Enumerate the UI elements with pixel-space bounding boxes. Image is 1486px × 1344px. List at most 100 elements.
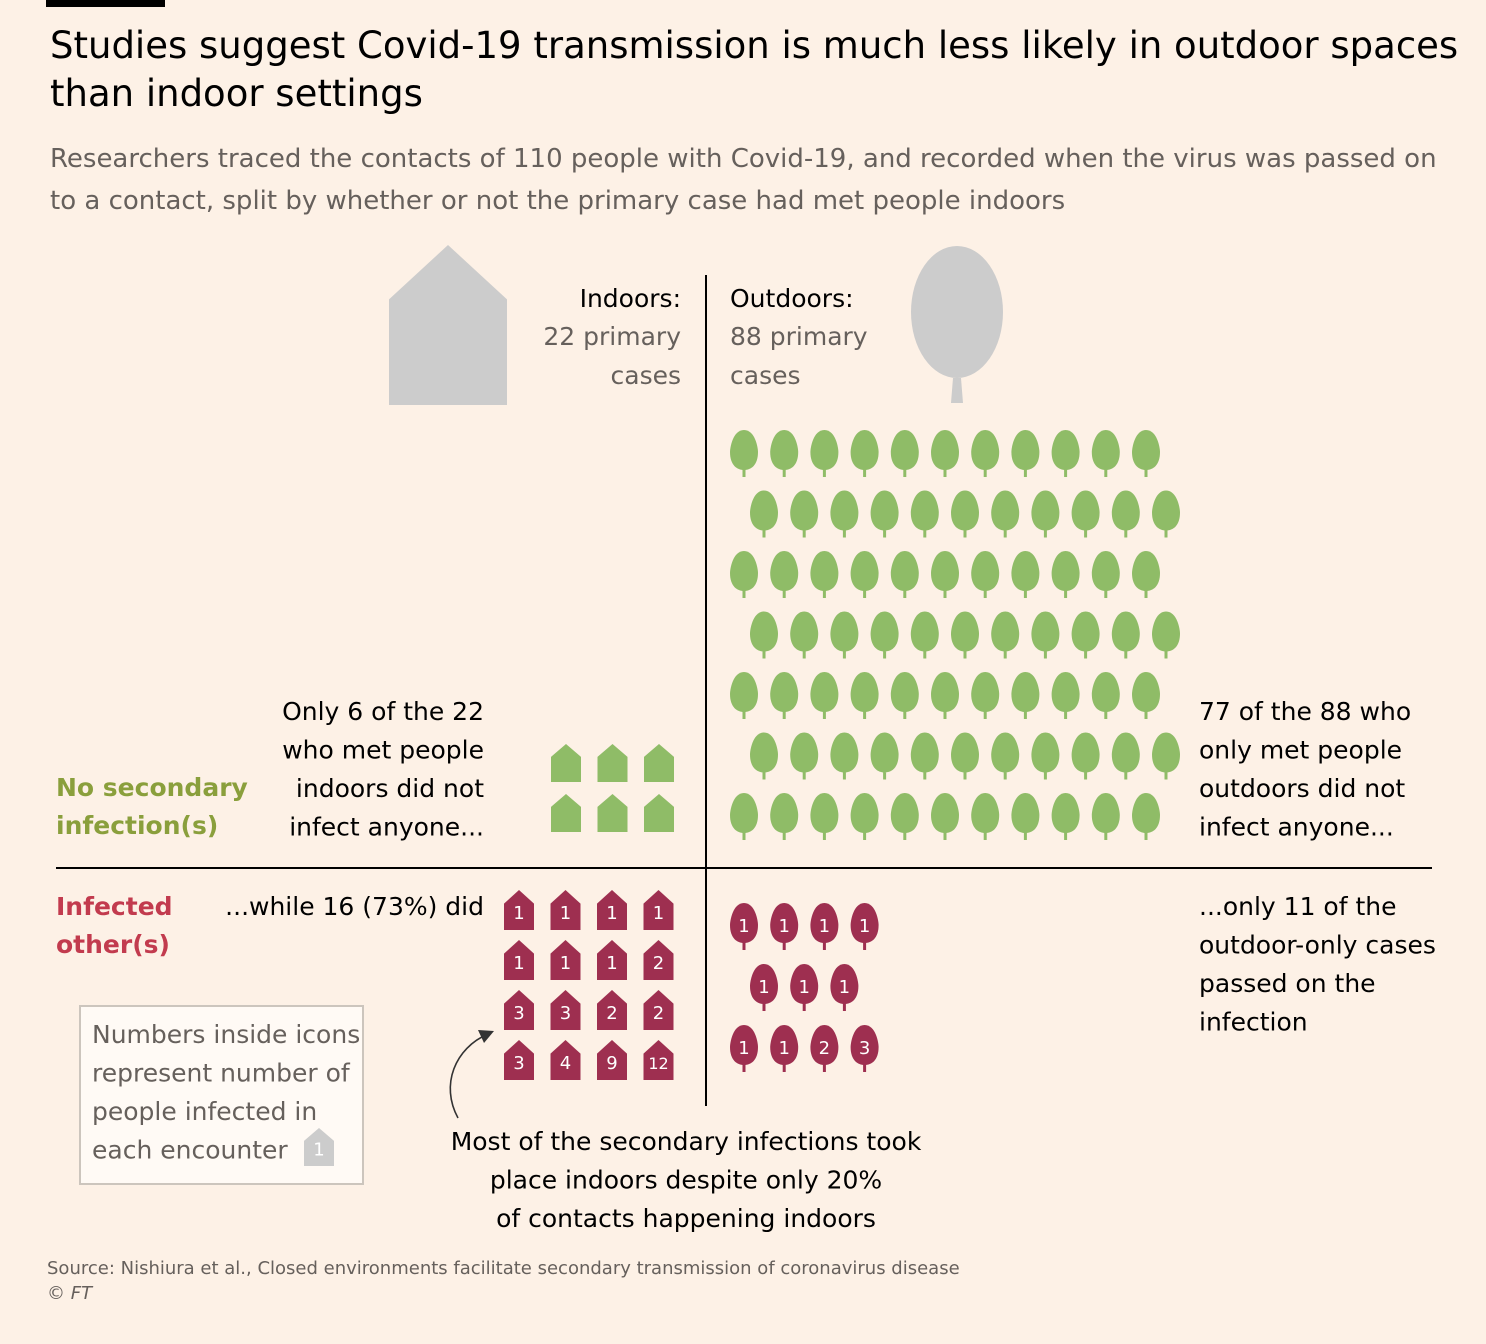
- house-count-label: 1: [606, 903, 617, 924]
- indoor-no-infection-house: [551, 744, 581, 782]
- indoor-no-infection-house: [597, 744, 628, 782]
- indoor-infected-house: 1: [597, 890, 627, 930]
- outdoor-no-infection-tree: [1152, 490, 1180, 538]
- outdoor-no-infection-tree: [870, 611, 899, 659]
- outdoor-infected-tree: 1: [770, 903, 799, 950]
- tree-trunk: [842, 530, 846, 538]
- tree-icon: [1071, 490, 1100, 531]
- outdoor-no-infection-tree: [1011, 672, 1040, 719]
- tree-icon: [790, 611, 819, 652]
- tree-count-label: 1: [798, 977, 809, 998]
- tree-icon: [850, 672, 879, 712]
- house-icon: [551, 744, 581, 782]
- indoor-infected-house: 3: [504, 990, 534, 1030]
- tree-count-label: 3: [859, 1038, 870, 1059]
- indoors-count-text: 22 primary: [543, 322, 681, 351]
- tree-trunk: [1064, 833, 1068, 840]
- tree-icon: [890, 430, 919, 470]
- outdoor-infected-annotation: passed on the: [1199, 969, 1376, 998]
- row-label-no-secondary: No secondary: [56, 773, 248, 802]
- tree-trunk: [742, 1065, 746, 1072]
- tree-trunk: [802, 1004, 806, 1011]
- outdoor-no-infection-tree: [730, 551, 758, 598]
- tree-trunk: [1104, 833, 1108, 840]
- outdoor-no-infection-tree: [750, 611, 778, 659]
- house-icon: [597, 794, 628, 832]
- tree-trunk: [742, 943, 746, 950]
- indoors-count-text: cases: [611, 361, 682, 390]
- tree-icon: [951, 611, 979, 652]
- tree-trunk: [1023, 591, 1027, 598]
- tree-icon: [1152, 732, 1180, 773]
- outdoor-no-infection-tree: [1031, 611, 1060, 659]
- tree-trunk: [782, 591, 786, 598]
- tree-trunk: [1164, 772, 1168, 780]
- tree-icon: [1152, 611, 1180, 652]
- source-note: Source: Nishiura et al., Closed environm…: [47, 1256, 1347, 1306]
- tree-icon: [931, 793, 959, 833]
- outdoor-no-infection-tree: [790, 490, 819, 538]
- outdoor-no-infection-tree: [910, 732, 939, 780]
- tree-count-label: 1: [859, 916, 870, 937]
- house-count-label: 1: [560, 953, 571, 974]
- tree-icon: [1091, 430, 1120, 470]
- tree-trunk: [1084, 530, 1088, 538]
- tree-icon: [1111, 490, 1140, 531]
- house-icon: [643, 990, 674, 1030]
- outdoor-no-infection-tree: [910, 611, 939, 659]
- tree-icon: [810, 672, 839, 712]
- outdoor-no-infection-tree: [790, 611, 819, 659]
- tree-icon: [810, 903, 839, 943]
- tree-trunk: [802, 772, 806, 780]
- outdoor-no-infection-tree: [931, 672, 959, 719]
- tree-count-label: 1: [738, 1038, 749, 1059]
- tree-icon: [870, 732, 899, 773]
- tree-trunk: [742, 470, 746, 477]
- ft-top-rule: [46, 0, 165, 7]
- tree-trunk: [951, 378, 963, 403]
- tree-icon: [931, 672, 959, 712]
- outdoor-no-infection-tree: [1132, 793, 1160, 840]
- tree-icon: [730, 551, 758, 591]
- outdoor-no-infection-tree: [870, 490, 899, 538]
- tree-trunk: [1023, 833, 1027, 840]
- tree-icon: [730, 793, 758, 833]
- house-count-label: 1: [313, 1140, 324, 1161]
- tree-trunk: [1084, 651, 1088, 659]
- tree-icon: [770, 430, 799, 470]
- outdoor-no-infection-tree: [1051, 551, 1080, 598]
- tree-icon: [730, 430, 758, 470]
- outdoor-no-infection-tree: [810, 430, 839, 477]
- outdoor-no-infection-tree: [810, 793, 839, 840]
- outdoor-no-infection-tree: [750, 490, 778, 538]
- tree-trunk: [822, 712, 826, 719]
- tree-trunk: [883, 651, 887, 659]
- tree-icon: [1031, 490, 1060, 531]
- outdoors-label: Outdoors:: [730, 284, 854, 313]
- house-icon: [551, 794, 581, 832]
- row-label-no-secondary: infection(s): [56, 811, 218, 840]
- legend-text: each encounter: [92, 1136, 288, 1165]
- outdoor-no-infection-tree: [850, 672, 879, 719]
- tree-icon: [1152, 490, 1180, 531]
- indoor-infected-house: 2: [643, 940, 674, 980]
- tree-icon: [1051, 672, 1080, 712]
- outdoor-no-infection-tree: [750, 732, 778, 780]
- outdoor-no-infection-tree: [730, 672, 758, 719]
- tree-count-label: 1: [738, 916, 749, 937]
- tree-icon: [991, 611, 1020, 652]
- bottom-annotation: of contacts happening indoors: [496, 1204, 876, 1233]
- tree-icon: [770, 1025, 799, 1065]
- outdoor-no-infection-tree: [790, 732, 819, 780]
- tree-trunk: [1124, 772, 1128, 780]
- tree-trunk: [963, 651, 967, 659]
- house-icon: [304, 1128, 334, 1166]
- indoor-no-infection-house: [597, 794, 628, 832]
- tree-trunk: [1064, 712, 1068, 719]
- house-count-label: 1: [560, 903, 571, 924]
- house-count-label: 2: [653, 1003, 664, 1024]
- tree-trunk: [1104, 712, 1108, 719]
- tree-trunk: [1003, 772, 1007, 780]
- tree-trunk: [963, 772, 967, 780]
- tree-icon: [971, 551, 1000, 591]
